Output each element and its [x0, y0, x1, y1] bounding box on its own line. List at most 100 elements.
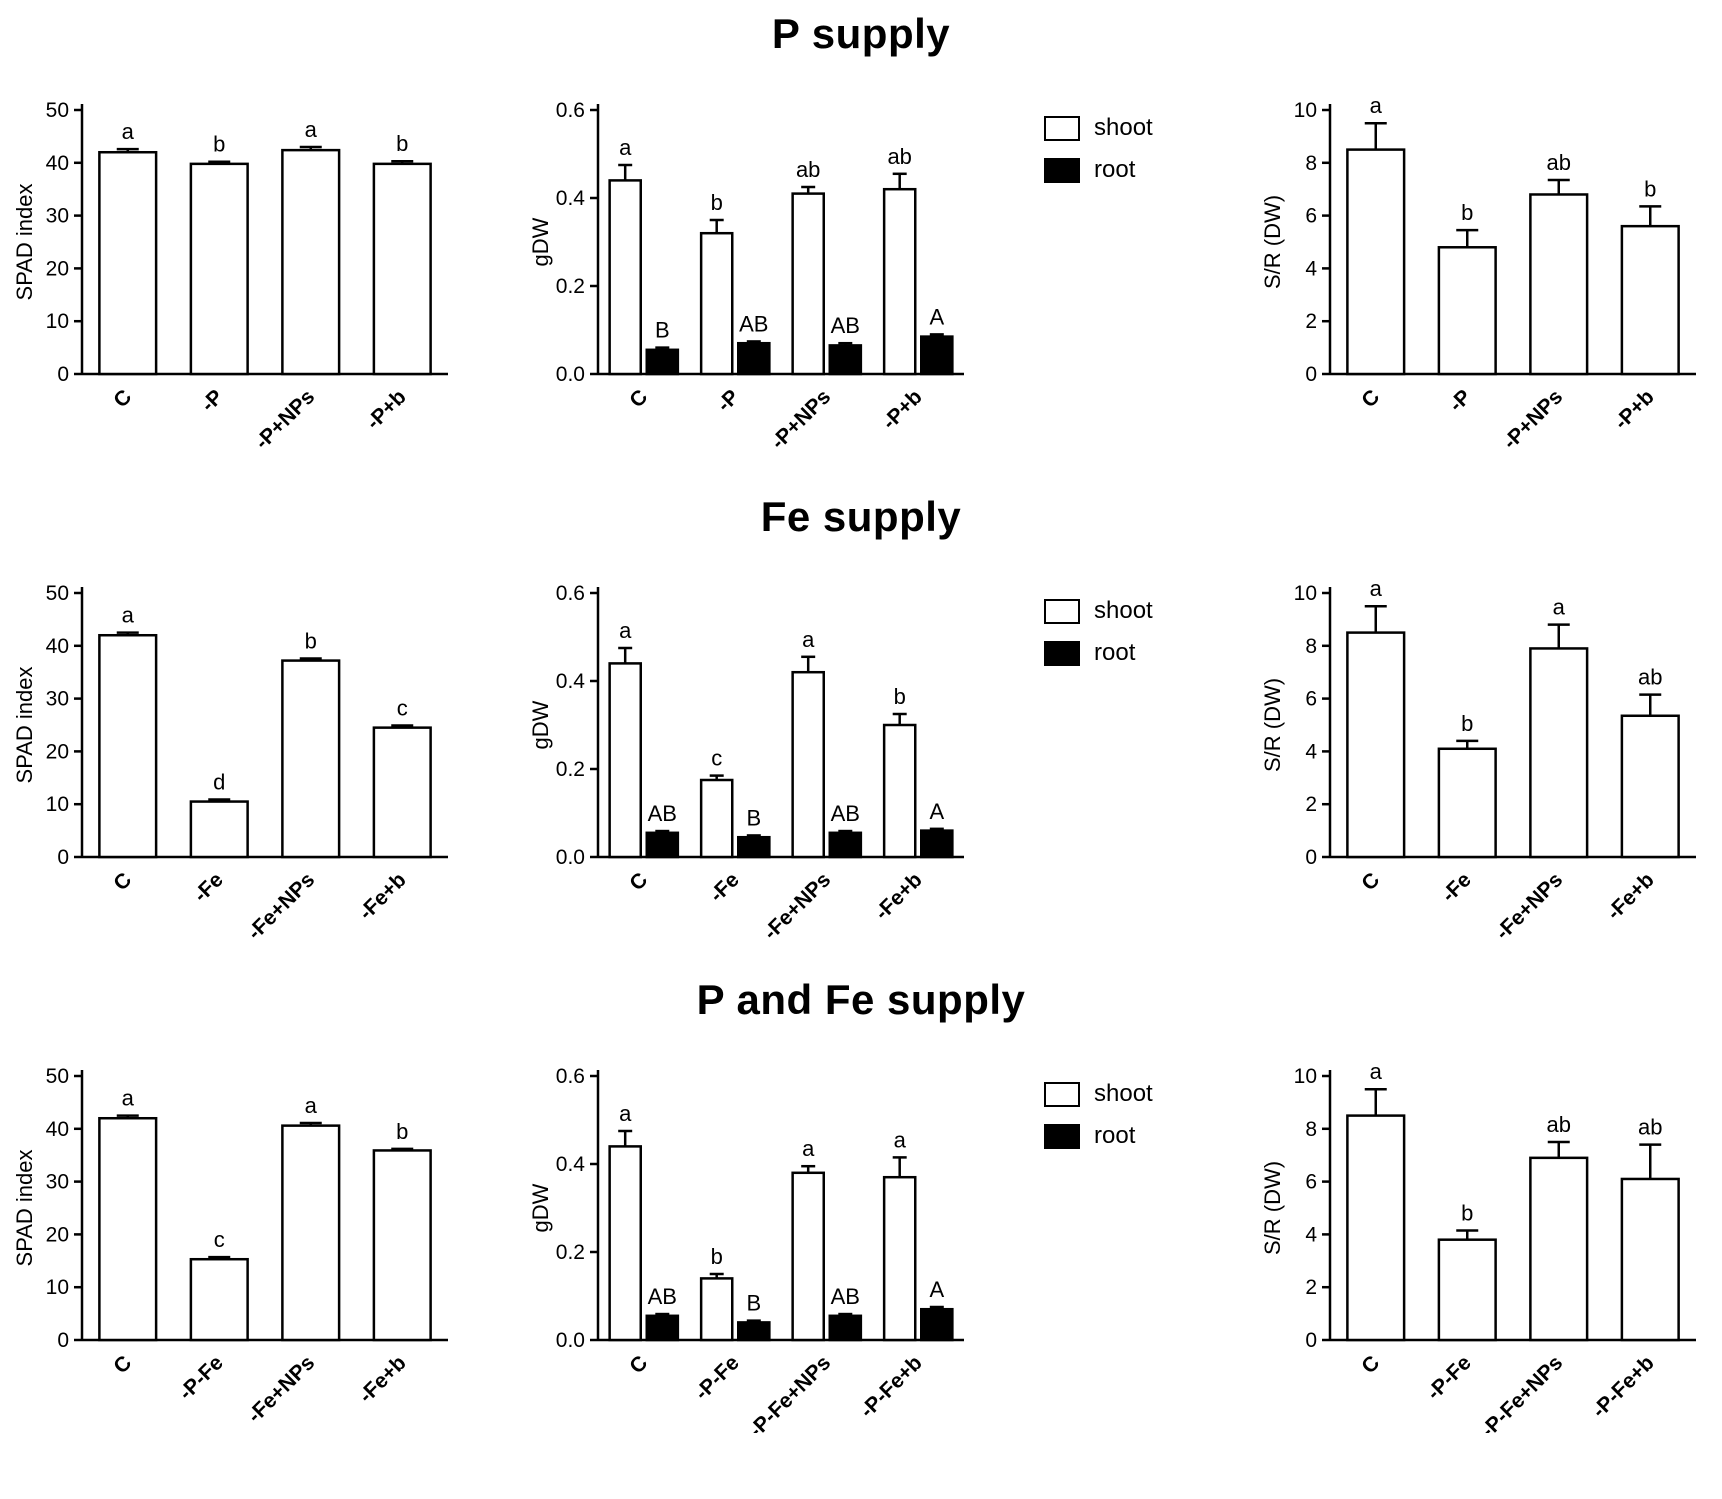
y-tick-label: 30: [46, 1171, 69, 1194]
bar-s-r-p: [1437, 246, 1497, 376]
significance-letter: b: [711, 1244, 723, 1269]
y-tick-label: 0: [57, 846, 69, 869]
section-title-fe-supply: Fe supply: [760, 493, 962, 540]
x-tick-label: C: [1357, 1351, 1384, 1378]
chart-spad-index: 0 10 20 30 40 50 SPAD index a Cb -P a -P+NPs b -P+b: [12, 99, 448, 454]
legend-label: root: [1094, 639, 1136, 666]
bar-spad-index-fe-nps: [281, 659, 341, 859]
x-tick-label: -P-Fe: [1422, 1351, 1475, 1404]
significance-letter: c: [214, 1227, 225, 1252]
significance-letter: a: [894, 1127, 907, 1152]
y-tick-label: 40: [46, 152, 69, 175]
bar-root-c: [645, 1314, 680, 1342]
x-tick-label: -P-Fe+NPs: [744, 1351, 835, 1433]
x-tick-label: -P-Fe+b: [1588, 1351, 1659, 1422]
significance-letter: A: [929, 1277, 944, 1302]
significance-letter: AB: [739, 311, 768, 336]
significance-letter: a: [802, 1136, 815, 1161]
y-tick-label: 10: [1294, 582, 1317, 605]
y-tick-label: 50: [46, 99, 69, 122]
significance-letter: ab: [1638, 665, 1662, 690]
bar-s-r-p-fe: [1437, 1238, 1497, 1342]
bar-s-r-fe: [1437, 747, 1497, 859]
y-tick-label: 0.0: [556, 846, 585, 869]
x-tick-label: -Fe: [705, 868, 744, 907]
chart-s-r-dw: 0 2 4 6 8 10 S/R (DW) a Cb -P ab -P+NPs b -P+b: [1260, 93, 1696, 454]
x-tick-label: -P+b: [878, 385, 927, 434]
significance-letter: ab: [796, 157, 820, 182]
y-tick-label: 10: [46, 310, 69, 333]
bar-shoot-fe-b: [882, 723, 917, 859]
y-tick-label: 10: [1294, 99, 1317, 122]
y-tick-label: 20: [46, 740, 69, 763]
bar-s-r-p-b: [1620, 224, 1680, 376]
significance-letter: AB: [831, 1284, 860, 1309]
x-tick-label: -P-Fe: [690, 1351, 743, 1404]
significance-letter: a: [1370, 1059, 1383, 1084]
significance-letter: AB: [648, 1284, 677, 1309]
x-tick-label: C: [109, 868, 136, 895]
significance-letter: b: [711, 190, 723, 215]
y-tick-label: 30: [46, 205, 69, 228]
legend-item-root: root: [1044, 1122, 1194, 1150]
legend-label: shoot: [1094, 597, 1153, 624]
y-axis-title: S/R (DW): [1260, 195, 1285, 289]
bar-root-c: [645, 348, 680, 376]
y-tick-label: 50: [46, 1065, 69, 1088]
bar-root-fe-b: [920, 829, 954, 859]
bar-spad-index-p: [189, 162, 249, 376]
chart-gdw: 0.0 0.2 0.4 0.6 gDW a B Cb AB -P ab AB -P+NPs ab A -P+b: [528, 99, 964, 454]
legend-label: shoot: [1094, 1080, 1153, 1107]
y-tick-label: 6: [1305, 205, 1317, 228]
legend-label: root: [1094, 1122, 1136, 1149]
x-tick-label: -P-Fe+NPs: [1476, 1351, 1567, 1433]
significance-letter: a: [122, 119, 135, 144]
x-tick-label: -Fe+NPs: [1491, 868, 1567, 944]
bar-shoot-p-fe-b: [882, 1175, 917, 1342]
significance-letter: ab: [1547, 150, 1571, 175]
y-axis-title: SPAD index: [12, 667, 37, 784]
bar-root-p-nps: [828, 344, 863, 376]
significance-letter: A: [929, 799, 944, 824]
x-tick-label: -P+NPs: [767, 385, 836, 454]
bar-spad-index-p-b: [372, 162, 432, 376]
significance-letter: a: [122, 1086, 135, 1111]
legend-label: shoot: [1094, 114, 1153, 141]
chart-spad-index: 0 10 20 30 40 50 SPAD index a Cc -P-Fe a -Fe+NPs b -F…: [12, 1065, 448, 1427]
legend: shoot root: [1044, 597, 1194, 667]
y-tick-label: 40: [46, 1118, 69, 1141]
chart-spad-index: 0 10 20 30 40 50 SPAD index a Cd -Fe b -Fe+NPs c -Fe+…: [12, 582, 448, 944]
x-tick-label: -Fe+b: [871, 868, 927, 924]
bar-s-r-c: [1346, 1114, 1406, 1342]
x-tick-label: -P-Fe: [174, 1351, 227, 1404]
bar-spad-index-fe-b: [372, 1149, 432, 1342]
y-axis-title: S/R (DW): [1260, 1161, 1285, 1255]
shoot-swatch-icon: [1044, 1081, 1080, 1107]
bar-shoot-fe: [699, 778, 734, 859]
bar-s-r-fe-b: [1620, 714, 1680, 859]
bar-shoot-c: [608, 662, 642, 859]
significance-letter: b: [213, 132, 225, 157]
x-tick-label: C: [625, 868, 652, 895]
significance-letter: ab: [1547, 1112, 1571, 1137]
y-tick-label: 4: [1305, 740, 1317, 763]
bar-shoot-p-nps: [791, 192, 826, 376]
y-axis-title: S/R (DW): [1260, 678, 1285, 772]
y-axis-title: gDW: [528, 700, 553, 749]
x-tick-label: C: [1357, 385, 1384, 412]
legend: shoot root: [1044, 114, 1194, 184]
y-tick-label: 0: [57, 363, 69, 386]
bar-s-r-p-nps: [1529, 193, 1589, 376]
bar-shoot-p-b: [882, 187, 917, 376]
significance-letter: a: [1370, 576, 1383, 601]
bar-spad-index-fe: [189, 800, 249, 859]
y-tick-label: 10: [46, 793, 69, 816]
significance-letter: AB: [648, 801, 677, 826]
significance-letter: ab: [887, 144, 911, 169]
y-axis-title: gDW: [528, 217, 553, 266]
x-tick-label: -P-Fe+b: [856, 1351, 927, 1422]
